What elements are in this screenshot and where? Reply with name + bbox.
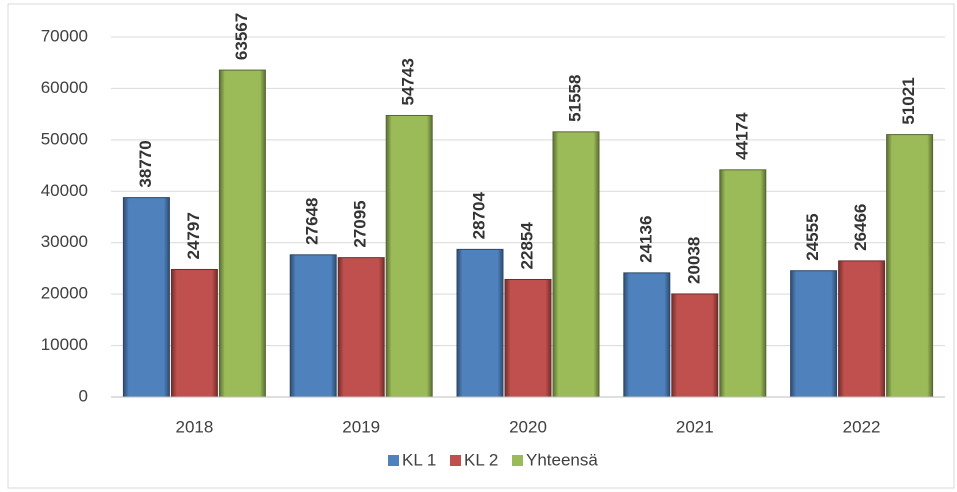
y-tick-label: 40000 (41, 181, 88, 200)
x-tick-label: 2021 (676, 417, 714, 436)
data-label: 22854 (517, 222, 536, 270)
data-label: 44174 (732, 112, 751, 160)
data-label: 28704 (469, 192, 488, 240)
data-label: 26466 (851, 204, 870, 251)
bar-highlight (510, 283, 546, 393)
x-tick-label: 2022 (843, 417, 881, 436)
bar-highlight (176, 273, 213, 393)
legend-label: KL 1 (402, 450, 436, 469)
y-tick-label: 70000 (41, 26, 88, 45)
data-label: 27095 (351, 200, 370, 247)
y-tick-label: 30000 (41, 232, 88, 251)
x-tick-label: 2018 (175, 417, 213, 436)
data-label: 24136 (636, 216, 655, 263)
data-label: 54743 (399, 58, 418, 105)
bar-highlight (391, 119, 428, 393)
legend-swatch (388, 455, 399, 466)
bar-highlight (128, 201, 165, 393)
legend-label: Yhteensä (526, 450, 598, 469)
legend-label: KL 2 (464, 450, 498, 469)
bar-highlight (724, 173, 761, 393)
data-label: 51558 (565, 75, 584, 122)
y-tick-label: 10000 (41, 335, 88, 354)
x-tick-label: 2019 (342, 417, 380, 436)
bar-highlight (676, 297, 713, 393)
bar-highlight (843, 264, 880, 393)
bar-highlight (295, 258, 332, 393)
bar-highlight (343, 261, 380, 393)
bar-highlight (462, 253, 498, 393)
bar-highlight (628, 276, 665, 393)
data-label: 24797 (184, 212, 203, 259)
y-tick-label: 50000 (41, 129, 88, 148)
data-label: 20038 (684, 237, 703, 284)
x-tick-label: 2020 (509, 417, 547, 436)
bar-highlight (224, 74, 261, 394)
data-label: 63567 (232, 13, 251, 60)
data-label: 27648 (303, 198, 322, 245)
y-tick-label: 60000 (41, 78, 88, 97)
data-label: 24555 (803, 213, 822, 260)
data-label: 51021 (899, 77, 918, 124)
y-tick-label: 0 (79, 386, 88, 405)
legend-swatch (512, 455, 523, 466)
bar-highlight (891, 138, 928, 393)
data-label: 38770 (136, 140, 155, 187)
bar-highlight (558, 135, 594, 393)
y-tick-label: 20000 (41, 284, 88, 303)
bar-highlight (795, 274, 832, 393)
legend-swatch (450, 455, 461, 466)
